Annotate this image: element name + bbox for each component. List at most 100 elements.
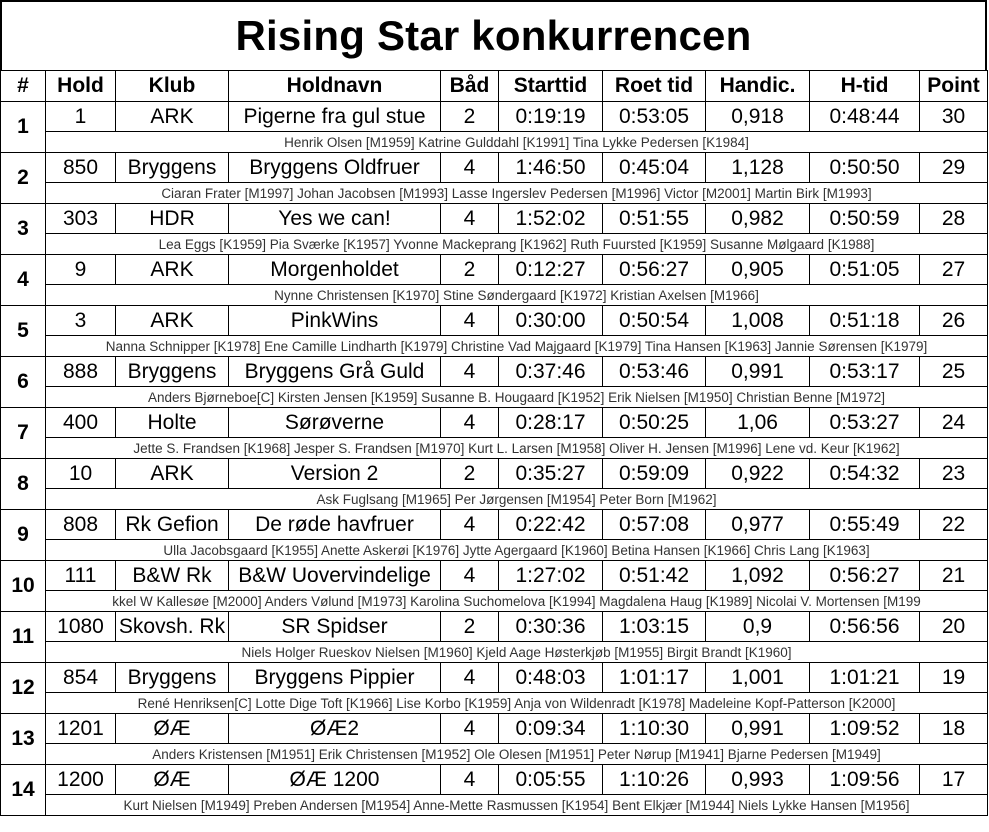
handic-cell: 0,993 <box>705 764 810 795</box>
holdnavn-cell: Sørøverne <box>228 407 441 438</box>
holdnavn-cell: ØÆ2 <box>228 713 441 744</box>
crew-row: Henrik Olsen [M1959] Katrine Gulddahl [K… <box>1 131 988 153</box>
klub-cell: ARK <box>115 254 229 285</box>
baad-cell: 4 <box>440 356 499 387</box>
starttid-cell: 0:35:27 <box>498 458 603 489</box>
crew-cell: Anders Kristensen [M1951] Erik Christens… <box>45 743 988 765</box>
point-cell: 17 <box>919 764 988 795</box>
holdnavn-cell: Bryggens Pippier <box>228 662 441 693</box>
handic-cell: 0,918 <box>705 101 810 132</box>
holdnavn-cell: SR Spidser <box>228 611 441 642</box>
holdnavn-cell: Version 2 <box>228 458 441 489</box>
crew-names: Ask Fuglsang [M1965] Per Jørgensen [M195… <box>316 491 717 507</box>
header-handic: Handic. <box>705 70 810 102</box>
crew-names: Nynne Christensen [K1970] Stine Sønderga… <box>274 287 759 303</box>
crew-row: Nynne Christensen [K1970] Stine Sønderga… <box>1 284 988 306</box>
crew-names: Niels Holger Rueskov Nielsen [M1960] Kje… <box>241 644 792 660</box>
hold-cell: 303 <box>45 203 116 234</box>
point-cell: 26 <box>919 305 988 336</box>
header-roet-tid: Roet tid <box>602 70 706 102</box>
handic-cell: 0,922 <box>705 458 810 489</box>
hold-cell: 3 <box>45 305 116 336</box>
table-row: 14 1200 ØÆ ØÆ 1200 4 0:05:55 1:10:26 0,993 1:09:… <box>0 764 988 816</box>
rank-cell: 10 <box>0 560 46 612</box>
h-tid-cell: 0:50:59 <box>809 203 920 234</box>
crew-row: Ask Fuglsang [M1965] Per Jørgensen [M195… <box>1 488 988 510</box>
crew-row: Jette S. Frandsen [K1968] Jesper S. Fran… <box>1 437 988 459</box>
crew-row: Ulla Jacobsgaard [K1955] Anette Askerøi … <box>1 539 988 561</box>
crew-cell: Anders Bjørneboe[C] Kirsten Jensen [K195… <box>45 386 988 408</box>
klub-cell: B&W Rk <box>115 560 229 591</box>
holdnavn-cell: B&W Uovervindelige <box>228 560 441 591</box>
rank-cell: 9 <box>0 509 46 561</box>
crew-names: Anders Kristensen [M1951] Erik Christens… <box>152 746 881 762</box>
klub-cell: ØÆ <box>115 713 229 744</box>
handic-cell: 0,991 <box>705 356 810 387</box>
table-row: 13 1201 ØÆ ØÆ2 4 0:09:34 1:10:30 0,991 1:09:52 18 <box>0 713 988 765</box>
klub-cell: HDR <box>115 203 229 234</box>
h-tid-cell: 1:09:56 <box>809 764 920 795</box>
holdnavn-cell: ØÆ 1200 <box>228 764 441 795</box>
crew-cell: René Henriksen[C] Lotte Dige Toft [K1966… <box>45 692 988 714</box>
klub-cell: Rk Gefion <box>115 509 229 540</box>
h-tid-cell: 0:48:44 <box>809 101 920 132</box>
starttid-cell: 0:12:27 <box>498 254 603 285</box>
h-tid-cell: 0:53:27 <box>809 407 920 438</box>
hold-cell: 854 <box>45 662 116 693</box>
table-row: 5 3 ARK PinkWins 4 0:30:00 0:50:54 1,008 0:51:18… <box>0 305 988 357</box>
handic-cell: 1,128 <box>705 152 810 183</box>
roet-tid-cell: 0:53:05 <box>602 101 706 132</box>
header-starttid: Starttid <box>498 70 603 102</box>
rank-cell: 7 <box>0 407 46 459</box>
starttid-cell: 1:46:50 <box>498 152 603 183</box>
crew-cell: Kurt Nielsen [M1949] Preben Andersen [M1… <box>45 794 988 816</box>
h-tid-cell: 0:56:56 <box>809 611 920 642</box>
crew-names: Lea Eggs [K1959] Pia Sværke [K1957] Yvon… <box>158 236 875 252</box>
header-hold: Hold <box>45 70 116 102</box>
rank-cell: 11 <box>0 611 46 663</box>
klub-cell: ARK <box>115 458 229 489</box>
hold-cell: 888 <box>45 356 116 387</box>
hold-cell: 850 <box>45 152 116 183</box>
rank-cell: 1 <box>0 101 46 153</box>
table-body: 1 1 ARK Pigerne fra gul stue 2 0:19:19 0:53:05… <box>0 101 988 816</box>
table-row: 8 10 ARK Version 2 2 0:35:27 0:59:09 0,922 0:54:… <box>0 458 988 510</box>
klub-cell: ARK <box>115 101 229 132</box>
crew-cell: Niels Holger Rueskov Nielsen [M1960] Kje… <box>45 641 988 663</box>
rank-cell: 2 <box>0 152 46 204</box>
point-cell: 21 <box>919 560 988 591</box>
starttid-cell: 0:09:34 <box>498 713 603 744</box>
rank-cell: 14 <box>0 764 46 816</box>
h-tid-cell: 0:54:32 <box>809 458 920 489</box>
rank-cell: 3 <box>0 203 46 255</box>
hold-cell: 1201 <box>45 713 116 744</box>
crew-names: kkel W Kallesøe [M2000] Anders Vølund [M… <box>112 593 921 609</box>
crew-cell: Ciaran Frater [M1997] Johan Jacobsen [M1… <box>45 182 988 204</box>
crew-names: Jette S. Frandsen [K1968] Jesper S. Fran… <box>133 440 900 456</box>
crew-names: Anders Bjørneboe[C] Kirsten Jensen [K195… <box>148 389 885 405</box>
hold-cell: 10 <box>45 458 116 489</box>
holdnavn-cell: PinkWins <box>228 305 441 336</box>
handic-cell: 1,008 <box>705 305 810 336</box>
roet-tid-cell: 0:56:27 <box>602 254 706 285</box>
h-tid-cell: 0:55:49 <box>809 509 920 540</box>
h-tid-cell: 0:56:27 <box>809 560 920 591</box>
klub-cell: Bryggens <box>115 356 229 387</box>
roet-tid-cell: 1:01:17 <box>602 662 706 693</box>
point-cell: 27 <box>919 254 988 285</box>
baad-cell: 2 <box>440 254 499 285</box>
h-tid-cell: 1:01:21 <box>809 662 920 693</box>
starttid-cell: 0:28:17 <box>498 407 603 438</box>
point-cell: 23 <box>919 458 988 489</box>
starttid-cell: 1:52:02 <box>498 203 603 234</box>
table-row: 1 1 ARK Pigerne fra gul stue 2 0:19:19 0:53:05… <box>0 101 988 153</box>
roet-tid-cell: 0:59:09 <box>602 458 706 489</box>
klub-cell: ØÆ <box>115 764 229 795</box>
hold-cell: 808 <box>45 509 116 540</box>
rank-cell: 5 <box>0 305 46 357</box>
table-row: 10 111 B&W Rk B&W Uovervindelige 4 1:27:02 0:5… <box>0 560 988 612</box>
h-tid-cell: 0:51:05 <box>809 254 920 285</box>
starttid-cell: 0:37:46 <box>498 356 603 387</box>
baad-cell: 4 <box>440 713 499 744</box>
